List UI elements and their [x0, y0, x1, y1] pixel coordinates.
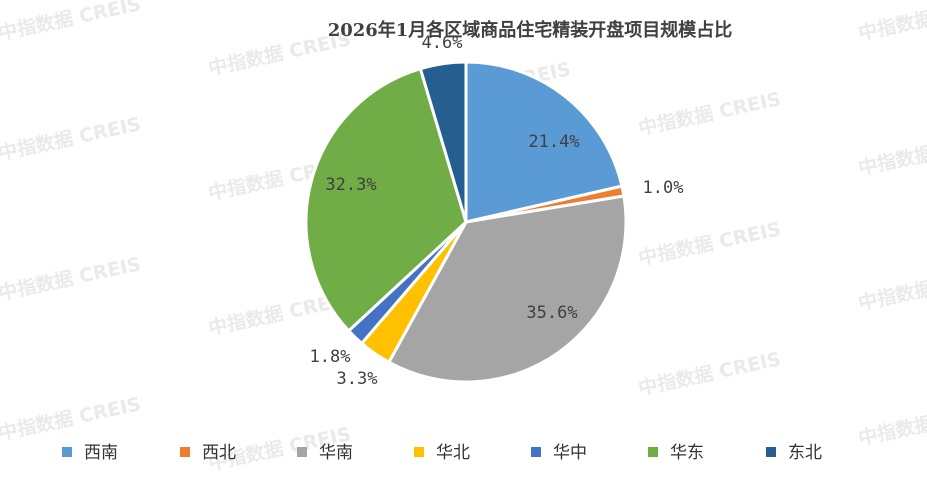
legend-label-4: 华北 [436, 443, 470, 463]
watermark-text: 中指数据 CREIS [856, 127, 927, 180]
watermark-text: 中指数据 CREIS [856, 0, 927, 45]
watermark-text: 中指数据 CREIS [0, 0, 143, 45]
legend-item-3: 华南 [297, 443, 353, 463]
data-label-1: 21.4% [528, 132, 579, 152]
legend-label-5: 华中 [553, 443, 587, 463]
chart-title: 2026年1月各区域商品住宅精装开盘项目规模占比 [328, 19, 733, 41]
legend-item-6: 华东 [648, 443, 704, 463]
legend-item-7: 东北 [766, 443, 822, 463]
data-labels: 21.4% 1.0% 35.6% 3.3%1.8% 32.3% 4.6% [310, 33, 684, 389]
legend-swatch-6 [648, 447, 658, 457]
legend-item-2: 西北 [180, 443, 236, 463]
legend-swatch-4 [414, 447, 424, 457]
data-label-3: 35.6% [526, 303, 577, 323]
watermark-text: 中指数据 CREIS [636, 347, 783, 400]
pie-slice-7 [418, 60, 468, 224]
legend-item-4: 华北 [414, 443, 470, 463]
legend-label-3: 华南 [319, 443, 353, 463]
data-label-4: 3.3% [337, 369, 378, 389]
watermark-text: 中指数据 CREIS [636, 87, 783, 140]
legend-item-1: 西南 [62, 443, 118, 463]
watermark-text: 中指数据 CREIS [0, 112, 143, 165]
watermark-text: 中指数据 CREIS [856, 397, 927, 450]
watermark-text: 中指数据 CREIS [856, 262, 927, 315]
legend-label-6: 华东 [670, 443, 704, 463]
legend-item-5: 华中 [531, 443, 587, 463]
legend-swatch-5 [531, 447, 541, 457]
legend-label-1: 西南 [84, 443, 118, 463]
pie-slices [304, 60, 628, 384]
pie-slice-3 [387, 194, 628, 384]
legend-swatch-7 [766, 447, 776, 457]
legend-label-2: 西北 [202, 443, 236, 463]
data-label-7: 4.6% [422, 33, 463, 53]
pie-slice-6 [304, 67, 468, 333]
pie-slice-1 [464, 60, 624, 224]
legend-label-7: 东北 [788, 443, 822, 463]
watermark-text: 中指数据 CREIS [0, 252, 143, 305]
data-label-6: 32.3% [325, 175, 376, 195]
legend-swatch-3 [297, 447, 307, 457]
legend: 西南 西北 华南 华北 华中 华东 东北 [62, 443, 822, 463]
legend-swatch-1 [62, 447, 72, 457]
data-label-5: 1.8% [310, 347, 351, 367]
watermark-text: 中指数据 CREIS [636, 217, 783, 270]
watermark-text: 中指数据 CREIS [0, 392, 143, 445]
legend-swatch-2 [180, 447, 190, 457]
data-label-2: 1.0% [643, 178, 684, 198]
